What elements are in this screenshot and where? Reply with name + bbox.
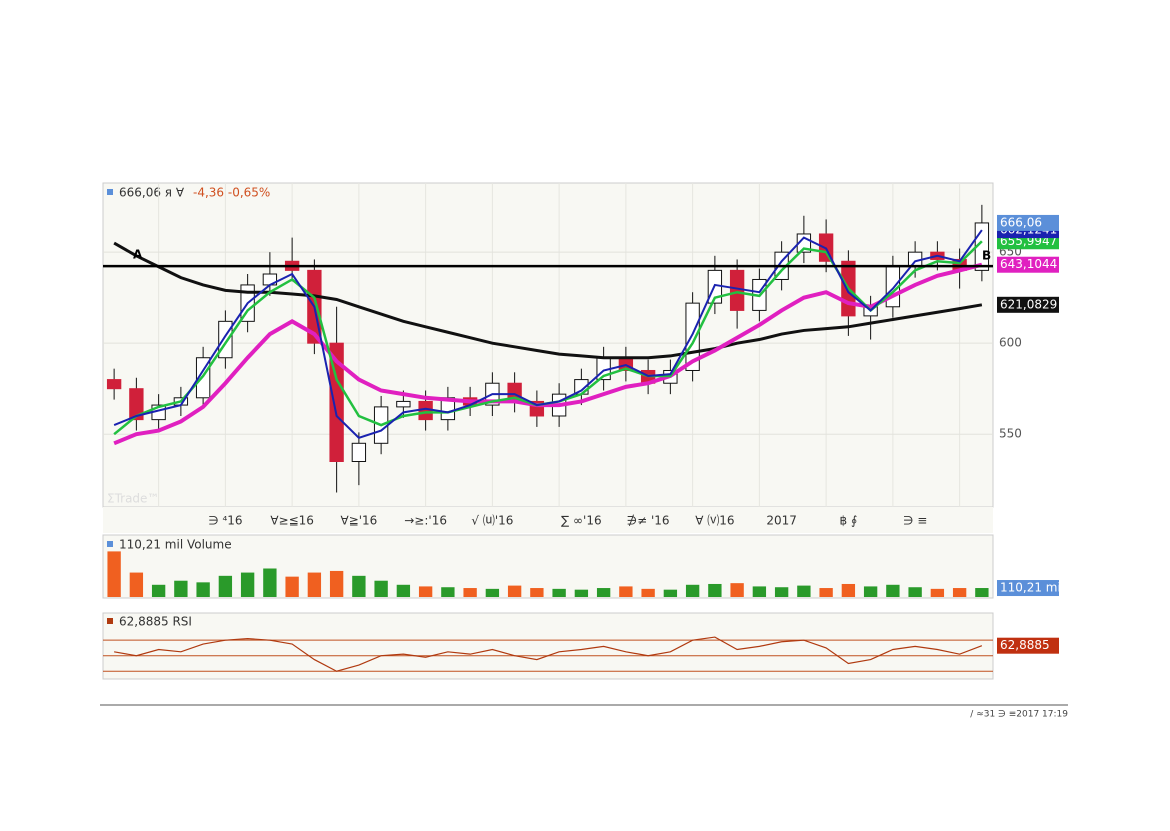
volume-bar [396,584,411,597]
volume-bar [174,580,188,597]
x-tick-label: ∋ ⁴16 [208,514,242,528]
volume-bar [151,584,166,597]
volume-bar [129,572,144,597]
legend-icon [107,189,113,195]
rsi-header: 62,8885 RSI [119,615,192,629]
x-tick-label: ∀≧'16 [340,514,377,528]
volume-bar [263,568,277,597]
volume-bar [863,586,878,597]
volume-bar [107,551,121,597]
legend-icon [107,618,113,624]
level-label: A [133,248,143,262]
volume-bar [352,575,366,597]
volume-bar [463,588,477,597]
x-tick-label: √ ⒰'16 [471,514,513,528]
x-tick-label: ∑ ∞'16 [561,514,601,528]
date-axis [103,507,993,533]
volume-bar [774,587,789,597]
price-label-box [997,214,1059,231]
volume-bar [619,586,633,597]
volume-bar [218,575,233,597]
rsi-line [114,636,983,672]
volume-label-box [997,580,1059,597]
volume-bar [574,589,589,597]
candle-body [129,388,144,421]
volume-bar [329,570,344,597]
volume-bar [886,584,900,597]
volume-bar [485,588,500,597]
y-tick-label: 600 [999,336,1022,350]
candle-body [351,442,367,462]
level-label: B [982,249,991,263]
volume-label: 110,21 mil [1000,581,1064,595]
candle-body [329,342,344,462]
watermark: ΣTrade™ [107,492,159,506]
price-change: -4,36 -0,65% [193,186,270,200]
y-tick-label: 550 [999,427,1022,441]
volume-bar [663,589,678,597]
legend-icon [107,541,113,547]
volume-bar [418,586,433,597]
candle-body [106,379,122,390]
price-label: 643,1044 [1000,257,1057,271]
x-tick-label: ∀ ⒱16 [695,514,734,528]
price-label: 666,06 [1000,215,1042,229]
x-tick-label: ฿ ∮ [840,514,858,528]
price-label-box [997,296,1059,313]
volume-bar [240,572,255,597]
price-label-box [997,256,1059,273]
moving-average [113,229,983,439]
price-header: 666,06 я ∀ [119,186,185,200]
rsi-panel [102,612,994,680]
x-tick-label: 2017 [766,514,797,528]
price-panel [102,182,994,508]
volume-bar [374,580,388,597]
rsi-label: 62,8885 [1000,638,1050,652]
volume-bar [708,583,722,597]
x-tick-label: →≥:'16 [404,514,447,528]
price-label: 621,0829 [1000,297,1057,311]
candle-body [418,400,433,421]
volume-header: 110,21 mil Volume [119,538,232,552]
volume-bar [596,588,611,597]
volume-bar [752,586,767,597]
moving-average [113,241,983,360]
volume-bar [530,588,544,597]
volume-bar [196,582,210,597]
volume-bar [819,588,833,597]
volume-bar [307,572,322,597]
x-tick-label: ∀≥≦16 [270,514,314,528]
volume-bar [975,588,989,597]
candle-body [729,269,745,311]
volume-bar [797,585,811,597]
volume-bar [685,584,700,597]
candle-body [396,400,411,408]
volume-bar [908,587,922,597]
volume-bar [730,583,744,597]
rsi-label-box [997,637,1059,654]
timestamp: ∕ ≈31 ∋ ≡2017 17:19 [970,710,1068,720]
volume-bar [507,585,522,597]
x-tick-label: ∌≠ '16 [627,514,670,528]
volume-bar [952,588,967,597]
volume-bar [641,588,655,597]
moving-average [113,262,983,446]
volume-panel [102,534,994,599]
volume-bar [441,587,455,597]
volume-bar [930,588,945,597]
volume-bar [285,576,299,597]
x-tick-label: ∋ ≡ [903,514,927,528]
volume-bar [841,583,856,597]
volume-bar [552,588,566,597]
